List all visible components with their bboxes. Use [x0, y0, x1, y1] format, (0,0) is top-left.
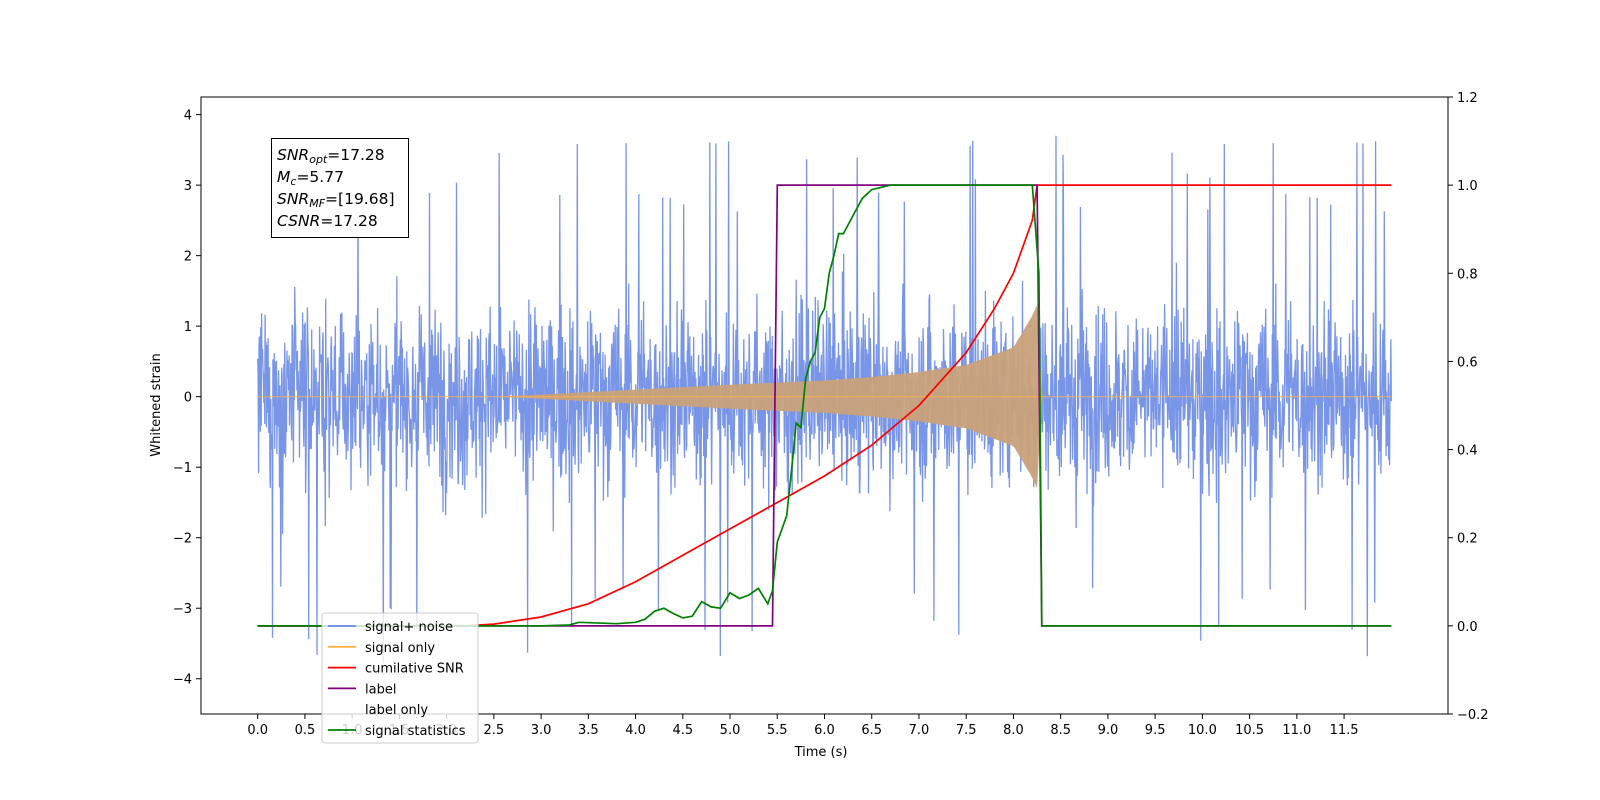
- snr-annotation-box: SNRopt=17.28 Mc=5.77 SNRMF=[19.68] CSNR=…: [271, 138, 409, 238]
- legend-entry: cumilative SNR: [365, 662, 464, 677]
- y-left-tick-label: 2: [184, 250, 192, 265]
- x-tick-label: 7.0: [909, 723, 930, 738]
- x-axis-label: Time (s): [794, 745, 848, 760]
- legend-entry: signal+ noise: [365, 620, 453, 635]
- x-tick-label: 9.5: [1145, 723, 1166, 738]
- x-tick-label: 0.0: [247, 723, 268, 738]
- y-axis-right: 1.2 1.0 0.8 0.6 0.4 0.2 0.0 −0.2: [1448, 91, 1489, 723]
- y-right-tick-label: 0.8: [1457, 267, 1478, 282]
- x-tick-label: 2.5: [484, 723, 505, 738]
- y-axis-label: Whitened strain: [149, 353, 164, 456]
- snr-mf-line: SNRMF=[19.68]: [277, 190, 395, 210]
- x-tick-label: 11.5: [1330, 723, 1359, 738]
- y-right-tick-label: 0.6: [1457, 355, 1478, 370]
- x-tick-label: 9.0: [1098, 723, 1119, 738]
- x-tick-label: 5.5: [767, 723, 788, 738]
- y-left-tick-label: 3: [184, 179, 192, 194]
- y-right-tick-label: 0.0: [1457, 620, 1478, 635]
- x-tick-label: 5.0: [720, 723, 741, 738]
- y-left-tick-label: −4: [173, 673, 192, 688]
- legend-entry: label: [365, 682, 396, 697]
- legend-entry: signal statistics: [365, 724, 466, 739]
- x-tick-label: 0.5: [295, 723, 316, 738]
- y-left-tick-label: −3: [173, 602, 192, 617]
- y-left-tick-label: 0: [184, 391, 192, 406]
- x-tick-label: 4.5: [672, 723, 693, 738]
- x-tick-label: 11.0: [1282, 723, 1311, 738]
- x-tick-label: 7.5: [956, 723, 977, 738]
- y-left-tick-label: −1: [173, 461, 192, 476]
- y-left-tick-label: 4: [184, 109, 192, 124]
- y-axis-left: 4 3 2 1 0 −1 −2 −3 −4: [173, 109, 201, 688]
- x-tick-label: 6.5: [861, 723, 882, 738]
- x-tick-label: 10.0: [1188, 723, 1217, 738]
- y-right-tick-label: 0.2: [1457, 532, 1478, 547]
- legend-frame: [321, 612, 479, 744]
- y-right-tick-label: 0.4: [1457, 444, 1478, 459]
- x-tick-label: 4.0: [625, 723, 646, 738]
- series-signal-statistics: [257, 184, 1392, 627]
- y-right-tick-label: 1.0: [1457, 179, 1478, 194]
- mc-line: Mc=5.77: [277, 168, 344, 188]
- legend: signal+ noise signal only cumilative SNR la…: [321, 612, 479, 744]
- x-tick-label: 3.5: [578, 723, 599, 738]
- x-tick-label: 10.5: [1235, 723, 1264, 738]
- x-tick-label: 6.0: [814, 723, 835, 738]
- y-left-tick-label: −2: [173, 532, 192, 547]
- x-tick-label: 3.0: [531, 723, 552, 738]
- y-right-tick-label: 1.2: [1457, 91, 1478, 106]
- csnr-line: CSNR=17.28: [277, 212, 378, 230]
- x-tick-label: 8.5: [1050, 723, 1071, 738]
- x-tick-label: 8.0: [1003, 723, 1024, 738]
- legend-entry: signal only: [365, 641, 435, 656]
- series-layer: [257, 135, 1392, 664]
- y-right-tick-label: −0.2: [1457, 708, 1489, 723]
- snr-opt-line: SNRopt=17.28: [277, 146, 385, 166]
- legend-entry: label only: [365, 703, 428, 718]
- series-cumulative-snr: [257, 184, 1392, 627]
- y-left-tick-label: 1: [184, 320, 192, 335]
